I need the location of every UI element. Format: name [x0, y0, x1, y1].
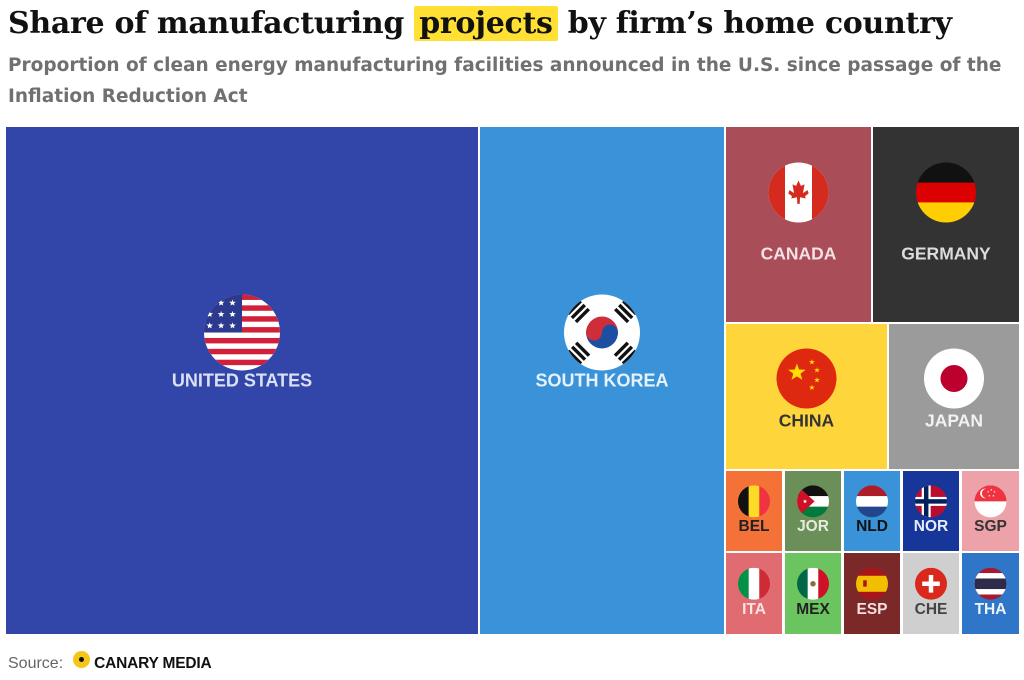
title-part-1: Share of manufacturing [8, 6, 405, 41]
flag-mex-icon [797, 567, 829, 600]
treemap-tile-nld: NLD [844, 471, 900, 551]
treemap-tile-kor: SOUTH KOREA [480, 127, 724, 634]
tile-label-sgp: SGP [974, 518, 1007, 535]
flag-nld-icon [856, 485, 888, 518]
tile-label-deu: GERMANY [901, 244, 991, 264]
treemap-tile-jor: JOR [785, 471, 841, 551]
treemap-tile-bel: BEL [726, 471, 782, 551]
treemap-tile-jpn: JAPAN [889, 324, 1019, 469]
treemap-rect-kor [480, 127, 724, 634]
canary-media-logo-icon [73, 650, 91, 668]
tile-label-can: CANADA [761, 244, 837, 264]
flag-esp-icon [856, 567, 888, 600]
flag-deu-icon [916, 162, 976, 223]
flag-jor-icon [797, 485, 829, 518]
tile-label-ita: ITA [742, 601, 766, 618]
treemap-rect-usa [6, 127, 478, 634]
flag-nor-icon [915, 485, 947, 518]
title-part-2: by firm’s home country [567, 6, 952, 41]
treemap-rect-can [726, 127, 871, 322]
treemap-tile-esp: ESP [844, 553, 900, 634]
source-brand: CANARY MEDIA [94, 655, 212, 672]
flag-sgp-icon [974, 485, 1007, 518]
treemap-tile-tha: THA [962, 553, 1019, 634]
tile-label-chn: CHINA [779, 411, 835, 431]
flag-chn-icon [776, 348, 837, 409]
tile-label-usa: UNITED STATES [172, 371, 312, 391]
treemap-tile-chn: CHINA [726, 324, 887, 469]
treemap-tile-can: CANADA [726, 127, 871, 322]
tile-label-esp: ESP [856, 601, 887, 618]
flag-jpn-icon [924, 348, 984, 409]
treemap-tile-ita: ITA [726, 553, 782, 634]
chart-subtitle: Proportion of clean energy manufacturing… [8, 55, 1002, 107]
treemap-tile-sgp: SGP [962, 471, 1019, 551]
flag-usa-icon [204, 294, 280, 371]
tile-label-kor: SOUTH KOREA [535, 371, 668, 391]
treemap-tile-usa: UNITED STATES [6, 127, 478, 634]
tile-label-bel: BEL [739, 518, 770, 535]
flag-kor-icon [564, 294, 640, 371]
chart-title: Share of manufacturing projects by firm’… [8, 2, 952, 46]
tile-label-jpn: JAPAN [925, 411, 983, 431]
flag-ita-icon [738, 567, 770, 600]
flag-tha-icon [974, 567, 1007, 600]
tile-label-tha: THA [975, 601, 1007, 618]
treemap-tile-che: CHE [903, 553, 959, 634]
flag-bel-icon [738, 485, 770, 518]
treemap-tile-mex: MEX [785, 553, 841, 634]
source-line: Source: CANARY MEDIA [8, 650, 212, 676]
tile-label-nld: NLD [856, 518, 888, 535]
tile-label-mex: MEX [796, 601, 830, 618]
treemap-tile-nor: NOR [903, 471, 959, 551]
tile-label-nor: NOR [914, 518, 948, 535]
treemap-tile-deu: GERMANY [873, 127, 1019, 322]
flag-che-icon [915, 567, 947, 600]
title-highlight: projects [414, 6, 558, 41]
flag-can-icon [768, 162, 829, 223]
treemap-rect-deu [873, 127, 1019, 322]
tile-label-che: CHE [915, 601, 948, 618]
source-label: Source: [8, 655, 64, 672]
tile-label-jor: JOR [797, 518, 829, 535]
